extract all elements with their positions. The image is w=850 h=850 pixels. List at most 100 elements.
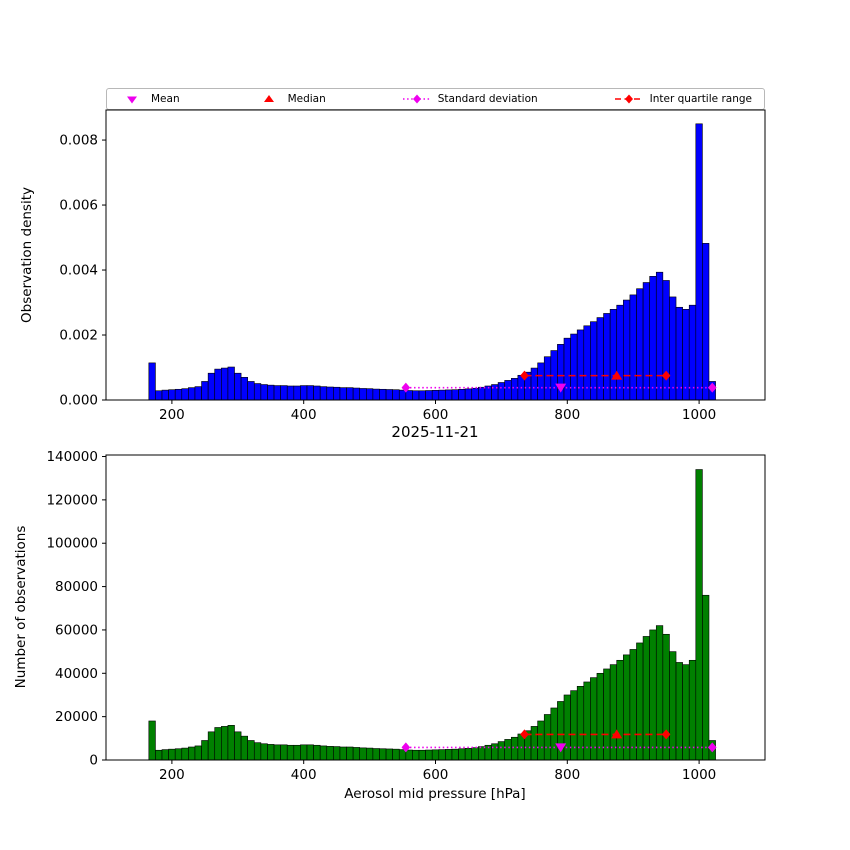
x-tick-label: 800 xyxy=(554,767,580,783)
histogram-bar xyxy=(616,304,624,401)
histogram-bar xyxy=(451,748,459,761)
histogram-bar xyxy=(267,384,275,401)
x-tick-label: 600 xyxy=(423,407,449,423)
histogram-bar xyxy=(313,744,321,761)
histogram-bar xyxy=(174,748,183,761)
histogram-bar xyxy=(543,356,552,401)
bottom-y-axis-label: Number of observations xyxy=(13,526,29,689)
histogram-bar xyxy=(504,380,512,401)
histogram-bar xyxy=(649,276,657,401)
top-y-axis-label: Observation density xyxy=(19,187,35,323)
histogram-bar xyxy=(418,749,426,761)
histogram-bar xyxy=(478,386,486,401)
histogram-bar xyxy=(451,389,459,401)
x-tick-label: 1000 xyxy=(682,407,716,423)
histogram-bar xyxy=(352,747,361,761)
histogram-bar xyxy=(260,743,268,761)
histogram-bar xyxy=(636,642,644,761)
legend-label-std: Standard deviation xyxy=(437,93,538,105)
histogram-bar xyxy=(504,739,512,761)
histogram-bar xyxy=(629,649,637,761)
histogram-bar xyxy=(207,372,216,401)
histogram-bar xyxy=(194,745,202,761)
histogram-bar xyxy=(543,714,552,761)
legend-item-mean: Mean xyxy=(119,92,180,106)
histogram-bar xyxy=(319,745,328,761)
histogram-bar xyxy=(306,744,314,761)
histogram-bar xyxy=(675,306,683,401)
histogram-bar xyxy=(438,749,446,761)
std-marker-shape xyxy=(412,94,421,104)
histogram-bar xyxy=(471,387,479,401)
histogram-bar xyxy=(234,372,242,401)
iqr-dashed-diamond-icon xyxy=(614,94,643,104)
histogram-bar xyxy=(293,385,301,401)
histogram-bar xyxy=(464,388,473,401)
histogram-bar xyxy=(240,377,248,401)
histogram-bar xyxy=(669,651,677,761)
histogram-bar xyxy=(286,744,295,761)
histogram-bar xyxy=(247,381,255,401)
histogram-bar xyxy=(253,383,262,401)
histogram-bar xyxy=(326,746,334,761)
y-tick-label: 0.004 xyxy=(59,263,98,279)
histogram-bar xyxy=(161,389,169,401)
range-diamond-marker xyxy=(401,382,411,393)
histogram-bar xyxy=(161,749,169,761)
histogram-bar xyxy=(537,720,545,761)
histogram-bar xyxy=(405,390,413,401)
y-tick-label: 0.002 xyxy=(59,328,98,344)
chart-counts: 200 400 600 800 1000 0 20000 40000 60000 80000 100… xyxy=(46,449,766,783)
histogram-bar xyxy=(458,748,466,761)
histogram-bar xyxy=(366,747,374,761)
y-tick-label: 0 xyxy=(89,753,98,769)
histogram-bar xyxy=(168,748,176,761)
histogram-bar xyxy=(596,672,604,761)
histogram-bar xyxy=(346,387,354,401)
histogram-bar xyxy=(510,736,519,761)
x-tick-label: 1000 xyxy=(682,767,716,783)
histogram-bar xyxy=(188,746,196,761)
histogram-bar xyxy=(286,385,295,401)
histogram-bar xyxy=(636,288,644,401)
histogram-bar xyxy=(695,469,703,761)
histogram-bar xyxy=(352,387,361,401)
mean-marker xyxy=(555,383,567,393)
legend-item-iqr: Inter quartile range xyxy=(614,92,752,106)
x-tick-label: 400 xyxy=(291,767,317,783)
histogram-bar xyxy=(478,746,486,761)
histogram-bar xyxy=(148,362,156,401)
histogram-bar xyxy=(207,731,216,761)
histogram-bar xyxy=(155,749,163,761)
histogram-bar xyxy=(530,726,538,761)
histogram-bar xyxy=(583,325,591,401)
y-tick-label: 80000 xyxy=(55,579,98,595)
legend-label-median: Median xyxy=(287,93,326,105)
histogram-bar xyxy=(372,748,380,761)
histogram-bar xyxy=(326,386,334,401)
std-dotted-diamond-icon xyxy=(402,94,431,104)
histogram-bar xyxy=(260,384,268,401)
histogram-bar xyxy=(497,741,505,761)
histogram-bar xyxy=(537,362,545,401)
histogram-bar xyxy=(339,746,347,761)
histogram-bar xyxy=(273,744,281,761)
histogram-bar xyxy=(445,389,453,401)
histogram-bar xyxy=(412,749,420,761)
median-marker-shape xyxy=(263,95,274,102)
histogram-bar xyxy=(214,368,222,401)
histogram-bar xyxy=(431,390,440,401)
histogram-bar xyxy=(655,625,664,761)
histogram-bar xyxy=(530,367,538,401)
median-marker xyxy=(611,729,623,739)
histogram-bar xyxy=(418,390,426,401)
y-tick-label: 20000 xyxy=(55,709,98,725)
iqr-marker-shape xyxy=(624,94,633,104)
histogram-bar xyxy=(412,390,420,401)
histogram-bar xyxy=(438,389,446,401)
range-diamond-marker xyxy=(707,742,717,753)
legend-label-mean: Mean xyxy=(151,93,180,105)
histogram-bar xyxy=(240,735,248,761)
histogram-bar xyxy=(194,386,202,401)
